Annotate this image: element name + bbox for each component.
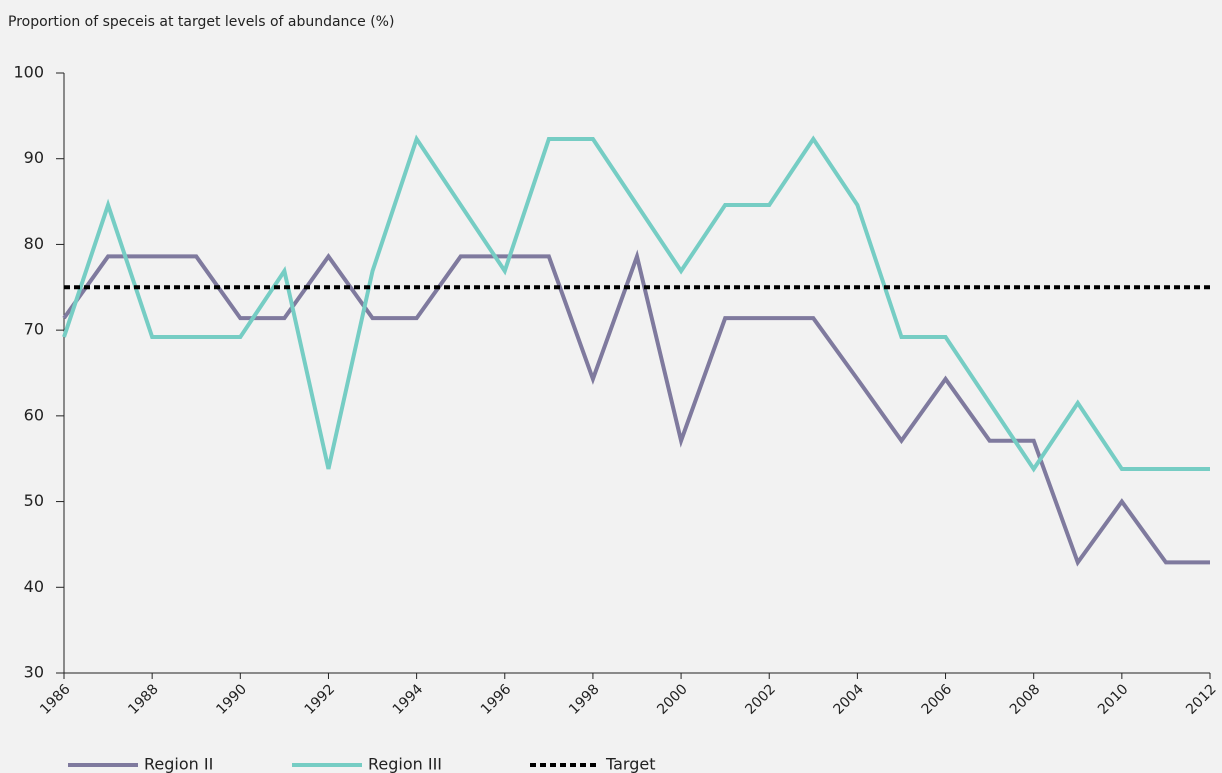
legend-label: Region III: [368, 755, 442, 773]
y-tick-label: 30: [24, 663, 44, 682]
series-line: [62, 134, 1210, 473]
legend-label: Target: [605, 755, 656, 773]
y-tick-label: 100: [13, 63, 44, 82]
y-tick-label: 70: [24, 320, 44, 339]
y-tick-label: 40: [24, 577, 44, 596]
y-tick-label: 50: [24, 491, 44, 510]
y-tick-label: 80: [24, 234, 44, 253]
chart-title: Proportion of speceis at target levels o…: [8, 14, 394, 30]
legend-label: Region II: [144, 755, 213, 773]
y-tick-label: 90: [24, 148, 44, 167]
y-tick-label: 60: [24, 405, 44, 424]
